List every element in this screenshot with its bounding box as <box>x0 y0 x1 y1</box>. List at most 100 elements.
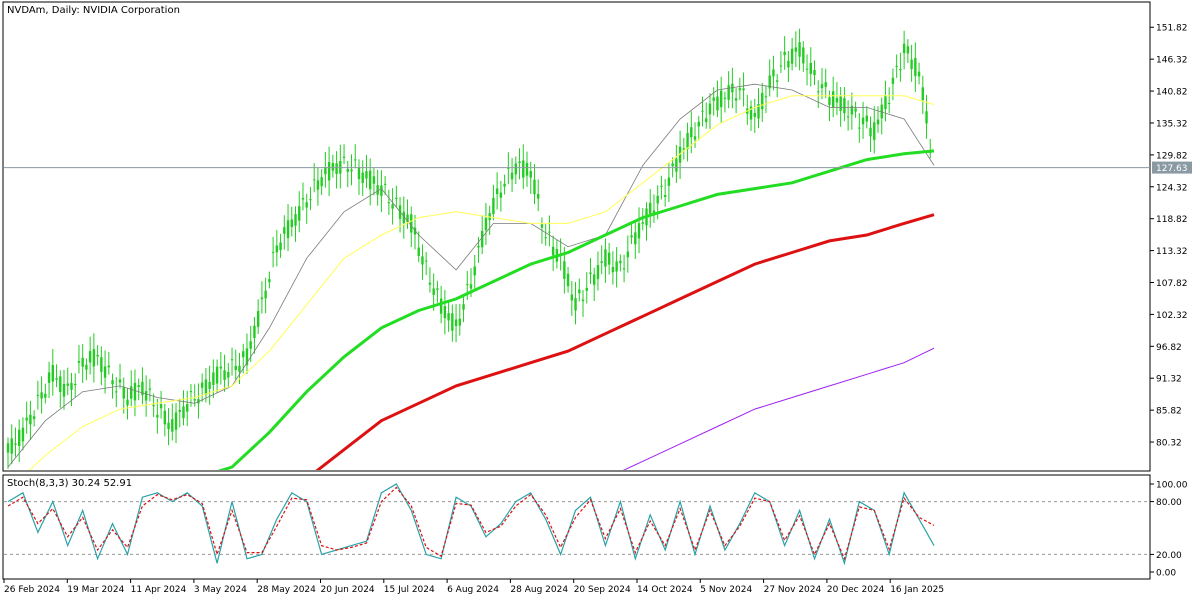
ma-slow-line <box>217 149 935 470</box>
date-tick: 28 May 2024 <box>256 579 316 595</box>
price-tick-label: 129.82 <box>1156 151 1188 161</box>
candle <box>219 351 223 385</box>
candle <box>727 71 730 109</box>
candle <box>787 51 790 83</box>
candle <box>294 206 297 242</box>
candle <box>342 144 346 165</box>
candle <box>607 242 611 275</box>
moving-averages-layer <box>7 83 935 470</box>
date-tick-label: 20 Dec 2024 <box>827 585 885 595</box>
candle <box>230 347 234 376</box>
candle <box>477 236 480 263</box>
candle <box>223 354 226 392</box>
ma-red-line <box>315 213 935 470</box>
candle <box>667 163 671 203</box>
candle <box>215 359 219 393</box>
price-tick-label: 91.32 <box>1156 375 1182 385</box>
candle <box>686 122 689 162</box>
stochastic-layer <box>4 483 1150 566</box>
candle <box>880 97 883 135</box>
candle <box>917 62 921 85</box>
candle <box>858 113 861 143</box>
ma-medium-line <box>29 95 935 470</box>
candle <box>62 369 66 410</box>
candle <box>178 398 181 428</box>
candle <box>753 98 756 133</box>
candle <box>798 28 801 71</box>
date-tick: 19 Mar 2024 <box>66 579 125 595</box>
candle <box>290 206 293 237</box>
date-tick-label: 19 Mar 2024 <box>67 585 124 595</box>
candle <box>794 31 798 68</box>
candle <box>447 301 450 332</box>
candle <box>141 367 144 405</box>
candle <box>21 417 25 451</box>
candle <box>410 206 413 248</box>
candle <box>525 151 529 187</box>
candle <box>626 235 630 273</box>
candle <box>817 80 820 109</box>
candle <box>649 189 652 228</box>
candle <box>454 304 458 343</box>
candle <box>380 170 383 213</box>
candle <box>264 277 267 314</box>
price-tick: 85.82 <box>1150 407 1182 417</box>
candle <box>268 271 271 289</box>
candle <box>74 373 77 397</box>
candle <box>738 77 742 101</box>
candle <box>163 403 167 437</box>
candle <box>719 76 723 123</box>
stoch-label: Stoch(8,3,3) 30.24 52.91 <box>7 478 132 489</box>
candle <box>279 233 282 258</box>
candle <box>675 144 678 183</box>
candle <box>96 345 99 366</box>
candle <box>742 72 745 107</box>
candle <box>111 373 114 399</box>
current-price-label: 127.63 <box>1156 164 1188 174</box>
candle <box>234 349 237 381</box>
candle <box>320 169 323 195</box>
price-tick-label: 102.32 <box>1156 311 1188 321</box>
candle <box>182 390 185 426</box>
date-tick-label: 20 Jun 2024 <box>321 585 375 595</box>
candle <box>828 90 831 122</box>
price-tick-label: 146.32 <box>1156 56 1188 66</box>
date-axis: 26 Feb 2024 19 Mar 2024 11 Apr 2024 3 May 2… <box>3 579 944 595</box>
stoch-tick: 20.00 <box>1150 551 1182 561</box>
stoch-tick: 100.00 <box>1150 481 1188 491</box>
candle <box>551 235 555 271</box>
price-tick-label: 151.82 <box>1156 24 1188 34</box>
candle <box>339 144 342 189</box>
candle <box>85 358 88 381</box>
candle <box>596 251 600 291</box>
candle <box>600 245 603 275</box>
candle <box>802 41 805 72</box>
date-tick: 28 Aug 2024 <box>509 579 568 595</box>
stoch-tick-label: 0.00 <box>1156 569 1176 579</box>
candle <box>775 74 779 98</box>
candle <box>705 102 708 129</box>
candle <box>77 344 81 374</box>
candle <box>286 204 290 252</box>
candle <box>772 55 775 91</box>
candle <box>331 154 335 178</box>
date-tick: 20 Sep 2024 <box>573 579 631 595</box>
candle <box>55 364 58 388</box>
candle <box>335 151 338 189</box>
stoch-tick-label: 20.00 <box>1156 551 1182 561</box>
candle <box>887 87 891 114</box>
price-tick: 129.82 <box>1150 151 1188 161</box>
candle <box>652 194 656 223</box>
candle <box>578 278 581 302</box>
candle <box>593 267 596 301</box>
candles-layer <box>6 28 932 469</box>
candle <box>193 384 196 407</box>
date-tick: 20 Jun 2024 <box>320 579 375 595</box>
candle <box>492 184 495 221</box>
candle <box>510 158 514 193</box>
price-tick: 146.32 <box>1150 56 1188 66</box>
candle <box>174 403 178 444</box>
candle <box>260 281 264 314</box>
date-tick: 26 Feb 2024 <box>3 579 60 595</box>
candle <box>309 187 312 211</box>
